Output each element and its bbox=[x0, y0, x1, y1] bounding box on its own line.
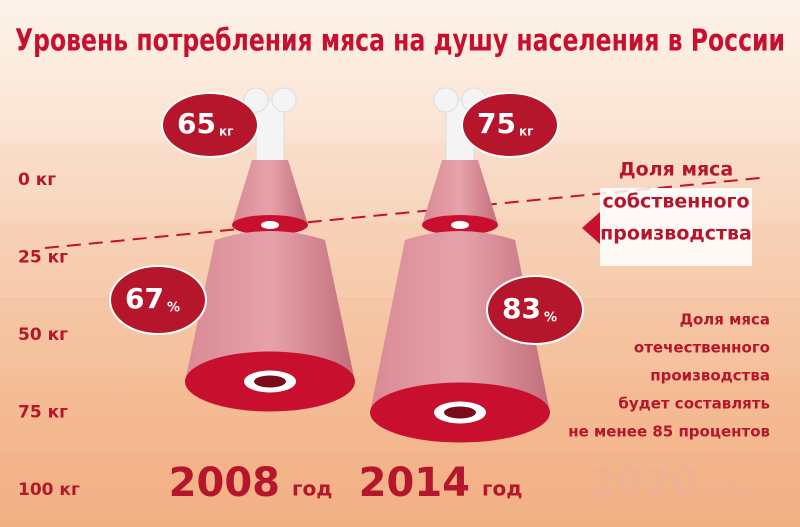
x-tick-suffix: год bbox=[712, 477, 752, 501]
share-value: 83 bbox=[502, 292, 541, 325]
consumption-value: 65 bbox=[177, 107, 216, 140]
ham-cut-bone bbox=[444, 406, 476, 419]
bone-knob bbox=[271, 87, 297, 113]
annotation-line: не менее 85 процентов bbox=[568, 423, 770, 441]
consumption-unit: кг bbox=[519, 125, 533, 139]
share-unit: % bbox=[544, 311, 557, 326]
annotation-line: отечественного bbox=[634, 339, 770, 357]
ham bbox=[370, 231, 550, 413]
share-value: 67 bbox=[125, 282, 164, 315]
annotation-line: Доля мяса bbox=[619, 159, 734, 181]
annotation-arrow bbox=[582, 212, 600, 244]
annotation-line: собственного bbox=[602, 191, 749, 213]
consumption-bubble bbox=[161, 92, 259, 158]
y-tick-label: 75 кг bbox=[18, 403, 68, 423]
consumption-unit: кг bbox=[219, 125, 233, 139]
ham bbox=[185, 231, 355, 382]
share-bubble bbox=[486, 275, 584, 345]
y-tick-label: 100 кг bbox=[18, 480, 80, 500]
ham-top-bone bbox=[451, 221, 469, 229]
x-tick-label: 2020 bbox=[589, 460, 700, 506]
bone-knob bbox=[433, 87, 459, 113]
consumption-bubble bbox=[461, 92, 559, 158]
share-bubble bbox=[109, 265, 207, 335]
annotation-line: Доля мяса bbox=[680, 311, 770, 329]
consumption-value: 75 bbox=[477, 107, 516, 140]
y-tick-label: 25 кг bbox=[18, 248, 68, 268]
annotation-line: производства bbox=[600, 223, 752, 245]
chart-title: Уровень потребления мяса на душу населен… bbox=[15, 24, 785, 59]
scale-band bbox=[0, 452, 800, 527]
x-tick-label: 2014 bbox=[359, 460, 470, 506]
annotation-line: производства bbox=[650, 367, 770, 385]
ham-cut-bone bbox=[254, 375, 286, 388]
x-tick-suffix: год bbox=[292, 477, 332, 501]
x-tick-suffix: год bbox=[482, 477, 522, 501]
annotation-box bbox=[600, 188, 752, 266]
x-tick-label: 2008 bbox=[169, 460, 280, 506]
y-tick-label: 50 кг bbox=[18, 325, 68, 345]
ham-top bbox=[422, 160, 498, 225]
share-unit: % bbox=[167, 301, 180, 316]
y-tick-label: 0 кг bbox=[18, 170, 56, 190]
ham-top bbox=[232, 160, 308, 225]
annotation-line: будет составлять bbox=[618, 395, 770, 413]
ham-top-bone bbox=[261, 221, 279, 229]
